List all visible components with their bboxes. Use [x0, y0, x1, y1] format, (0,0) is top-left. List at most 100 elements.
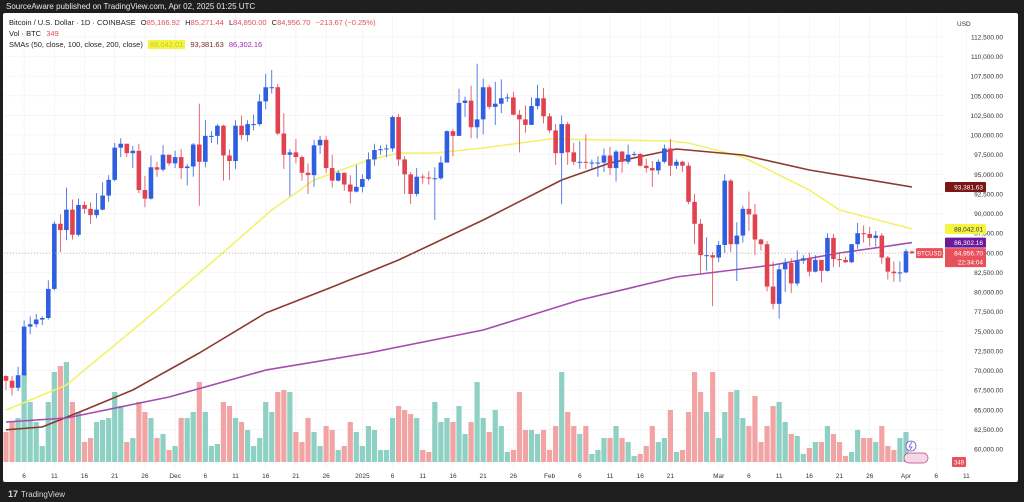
candle-body [39, 317, 45, 320]
volume-bar [293, 432, 299, 462]
candle-body [106, 179, 111, 196]
volume-bar [740, 418, 746, 462]
volume-bar [770, 406, 776, 462]
legend-sma-row: SMAs (50, close, 100, close, 200, close)… [9, 39, 379, 50]
candle-body [360, 179, 365, 187]
candle-body [52, 223, 57, 289]
y-tick-label: 105,000.00 [970, 93, 1003, 100]
volume-bar [752, 396, 758, 462]
volume-bar [710, 372, 716, 462]
candle-body [426, 177, 432, 179]
sma-label[interactable]: SMAs (50, close, 100, close, 200, close) [9, 40, 143, 49]
candle-body [776, 269, 782, 304]
volume-bar [87, 438, 94, 462]
volume-bar [728, 392, 734, 462]
volume-bar [812, 442, 818, 462]
volume-label[interactable]: Vol · BTC [9, 29, 42, 38]
volume-bar [450, 422, 456, 462]
candle-body [130, 150, 136, 154]
volume-bar [208, 446, 214, 462]
y-tick-label: 92,500.00 [974, 191, 1003, 198]
volume-bar [323, 426, 329, 462]
candle-body [142, 190, 148, 199]
candle-body [172, 157, 178, 164]
candle-body [366, 159, 371, 180]
sma200-tag: 86,302.16 [954, 240, 983, 247]
x-tick-label: 11 [419, 473, 426, 480]
candle-body [100, 195, 105, 210]
volume-bar [9, 422, 15, 462]
volume-bar [631, 456, 637, 462]
open-label: O [140, 18, 147, 27]
candle-body [82, 204, 87, 209]
lightning-event-icon [905, 440, 917, 452]
volume-bar [69, 402, 76, 462]
volume-bar [81, 442, 88, 462]
candle-body [148, 167, 154, 199]
candle-body [432, 178, 438, 180]
candles [3, 63, 915, 396]
candle-body [15, 375, 21, 388]
volume-bar [220, 402, 227, 462]
legend-symbol[interactable]: Bitcoin / U.S. Dollar · 1D · COINBASE [9, 18, 136, 27]
candle-body [800, 258, 806, 261]
sma200-tag-bg [945, 237, 986, 248]
sma50-tag: 88,042.01 [954, 226, 983, 233]
open-value: 85,166.92 [146, 18, 181, 27]
volume-bar [124, 442, 130, 462]
x-tick-label: 11 [963, 473, 970, 480]
candle-body [221, 125, 226, 156]
volume-bar [251, 446, 257, 462]
candle-body [378, 149, 383, 151]
legend-volume-row: Vol · BTC 349 [9, 28, 379, 39]
last-price-tag-bg [945, 248, 986, 268]
high-label: H [185, 18, 191, 27]
symbol-tag-bg [916, 248, 943, 259]
volume-bar [130, 438, 136, 462]
x-tick-label: Dec [169, 473, 181, 480]
volume-bar [353, 432, 359, 462]
candle-body [402, 159, 407, 175]
y-tick-label: 82,500.00 [974, 270, 1003, 277]
volume-bar [649, 426, 655, 462]
x-tick-label: 11 [776, 473, 783, 480]
sma50-tag-bg [945, 223, 986, 234]
candle-body [553, 130, 558, 154]
y-tick-label: 102,500.00 [970, 113, 1003, 120]
volume-bar [63, 362, 69, 462]
x-tick-label: 21 [292, 473, 300, 480]
volume-bar [75, 412, 82, 462]
volume-bar [565, 412, 571, 462]
low-value: 84,850.00 [233, 18, 267, 27]
volume-bar [468, 422, 474, 462]
volume-bar [867, 438, 873, 462]
candle-body [879, 235, 885, 258]
volume-bar [522, 430, 529, 462]
candle-body [909, 251, 915, 254]
volume-bar [818, 442, 824, 462]
low-label: L [229, 18, 234, 27]
candle-body [535, 98, 540, 107]
change-value: −213.67 (−0.25%) [315, 18, 376, 27]
x-tick-label: 6 [22, 473, 26, 480]
candle-body [698, 223, 703, 256]
candle-body [607, 155, 613, 169]
volume-bar [510, 450, 516, 462]
candle-body [154, 167, 160, 170]
candle-body [251, 124, 256, 126]
x-tick-label: 16 [449, 473, 457, 480]
volume-bar [281, 390, 287, 462]
volume-bar [897, 438, 903, 462]
x-tick-label: 26 [866, 473, 874, 480]
volume-bar [45, 402, 51, 462]
chart-panel[interactable] [3, 13, 1018, 482]
volume-bar [426, 452, 432, 462]
volume-bar [269, 412, 275, 462]
candle-body [438, 162, 444, 179]
countdown-tag: 22:34:04 [958, 260, 984, 267]
x-tick-label: 11 [51, 473, 58, 480]
candle-body [166, 154, 172, 164]
tradingview-logo[interactable]: 17 TradingView [8, 489, 65, 499]
candle-body [716, 244, 722, 258]
